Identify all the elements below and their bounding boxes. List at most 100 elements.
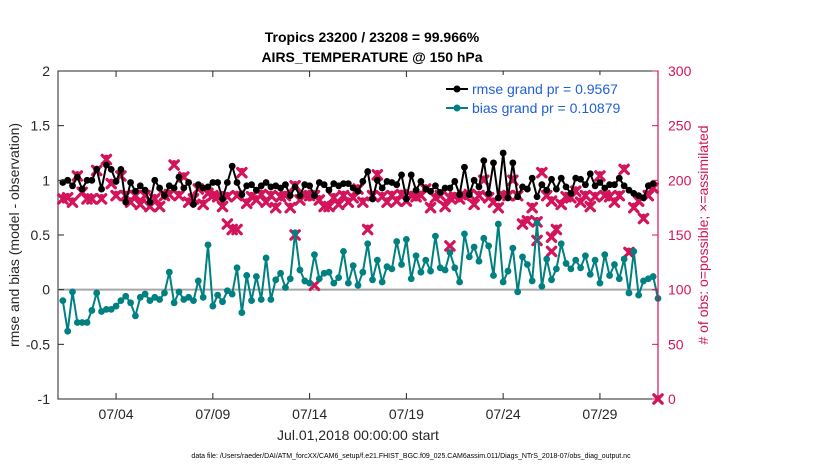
bias-point: [490, 272, 497, 279]
y-tick-label: 0.5: [31, 227, 51, 243]
obs-possible-point: [210, 190, 216, 197]
y-tick-label: -1: [38, 391, 51, 407]
bias-point: [359, 268, 367, 276]
rmse-point: [262, 179, 270, 186]
bias-point: [112, 302, 120, 310]
y-axis-label: rmse and bias (model - observation): [6, 123, 22, 347]
obs-possible-point: [606, 191, 613, 198]
rmse-point: [640, 194, 647, 202]
y2-tick-label: 0: [668, 391, 676, 407]
obs-possible-point: [582, 190, 589, 197]
bias-point: [461, 230, 468, 238]
obs-possible-point: [272, 202, 279, 209]
bias-point: [417, 268, 425, 276]
rmse-point: [596, 179, 604, 186]
rmse-point: [233, 179, 241, 186]
bias-point: [132, 312, 139, 320]
rmse-point: [461, 163, 468, 171]
bias-point: [286, 275, 294, 283]
rmse-point: [257, 182, 265, 190]
obs-possible-point: [171, 160, 177, 166]
rmse-point: [107, 166, 115, 173]
plot-frame: [57, 70, 659, 400]
rmse-point: [64, 176, 72, 184]
bias-point: [615, 275, 623, 283]
rmse-point: [504, 194, 512, 202]
bias-point: [267, 296, 275, 303]
bias-point: [107, 305, 115, 313]
obs-possible-point: [616, 190, 623, 197]
rmse-point: [649, 180, 657, 188]
rmse-point: [398, 171, 405, 179]
obs-possible-point: [185, 197, 192, 203]
bias-point: [349, 262, 357, 270]
bias-point: [252, 273, 260, 280]
rmse-point: [98, 185, 105, 193]
legend-bias-label: bias grand pr = 0.10879: [472, 100, 620, 116]
rmse-point: [204, 183, 212, 191]
rmse-point: [277, 184, 284, 192]
rmse-point: [480, 157, 488, 165]
bias-point: [465, 253, 473, 261]
bias-point: [344, 279, 352, 287]
bias-point: [446, 249, 454, 256]
obs-possible-point: [306, 190, 313, 197]
obs-possible-point: [156, 201, 163, 208]
rmse-point: [436, 188, 444, 196]
obs-possible-point: [326, 201, 332, 208]
bias-point: [64, 327, 72, 335]
rmse-point: [146, 198, 154, 206]
bias-point: [209, 302, 217, 310]
obs-possible-point: [640, 213, 647, 220]
bias-point: [586, 270, 594, 278]
x-tick-label: 07/09: [195, 406, 230, 422]
bias-point: [69, 288, 76, 296]
bias-point: [422, 256, 430, 264]
rmse-point: [286, 192, 294, 200]
bias-point: [504, 267, 512, 275]
obs-possible-point: [60, 193, 66, 200]
legend-rmse-marker: [453, 85, 461, 93]
y2-tick-label: 250: [668, 118, 692, 134]
bias-point: [514, 288, 522, 296]
bias-point: [388, 265, 396, 273]
obs-possible-point: [137, 199, 144, 205]
bias-point: [325, 268, 333, 276]
obs-possible-point: [645, 190, 652, 197]
obs-possible-point: [340, 190, 347, 197]
bias-point: [591, 256, 599, 264]
obs-possible-point: [277, 191, 284, 198]
obs-possible-point: [427, 202, 434, 209]
obs-possible-point: [360, 197, 366, 203]
obs-possible-point: [263, 197, 269, 203]
rmse-point: [465, 191, 473, 198]
bias-point: [165, 268, 173, 276]
rmse-point: [528, 174, 536, 182]
legend-bias-marker: [453, 104, 461, 112]
obs-possible-point: [631, 202, 637, 209]
obs-possible-point: [214, 191, 221, 198]
bias-point: [572, 256, 580, 264]
rmse-point: [427, 187, 434, 195]
rmse-point: [175, 173, 183, 181]
bias-point: [393, 238, 401, 245]
rmse-point: [562, 183, 570, 191]
bias-point: [509, 244, 517, 252]
obs-possible-point: [374, 169, 381, 176]
rmse-point: [373, 176, 381, 184]
obs-possible-point: [89, 193, 95, 200]
y2-tick-label: 300: [668, 63, 692, 79]
obs-possible-point: [282, 190, 289, 197]
rmse-point: [238, 191, 246, 198]
bias-point: [204, 241, 212, 249]
bias-point: [494, 220, 502, 228]
obs-possible-point: [529, 202, 535, 209]
bias-point: [59, 297, 67, 304]
y-tick-label: 2: [42, 63, 50, 79]
bias-point: [543, 255, 551, 263]
bias-point: [630, 248, 638, 255]
bias-point: [538, 282, 546, 290]
y-tick-label: -0.5: [26, 336, 50, 352]
rmse-point: [615, 174, 623, 182]
obs-possible-point: [224, 191, 231, 198]
